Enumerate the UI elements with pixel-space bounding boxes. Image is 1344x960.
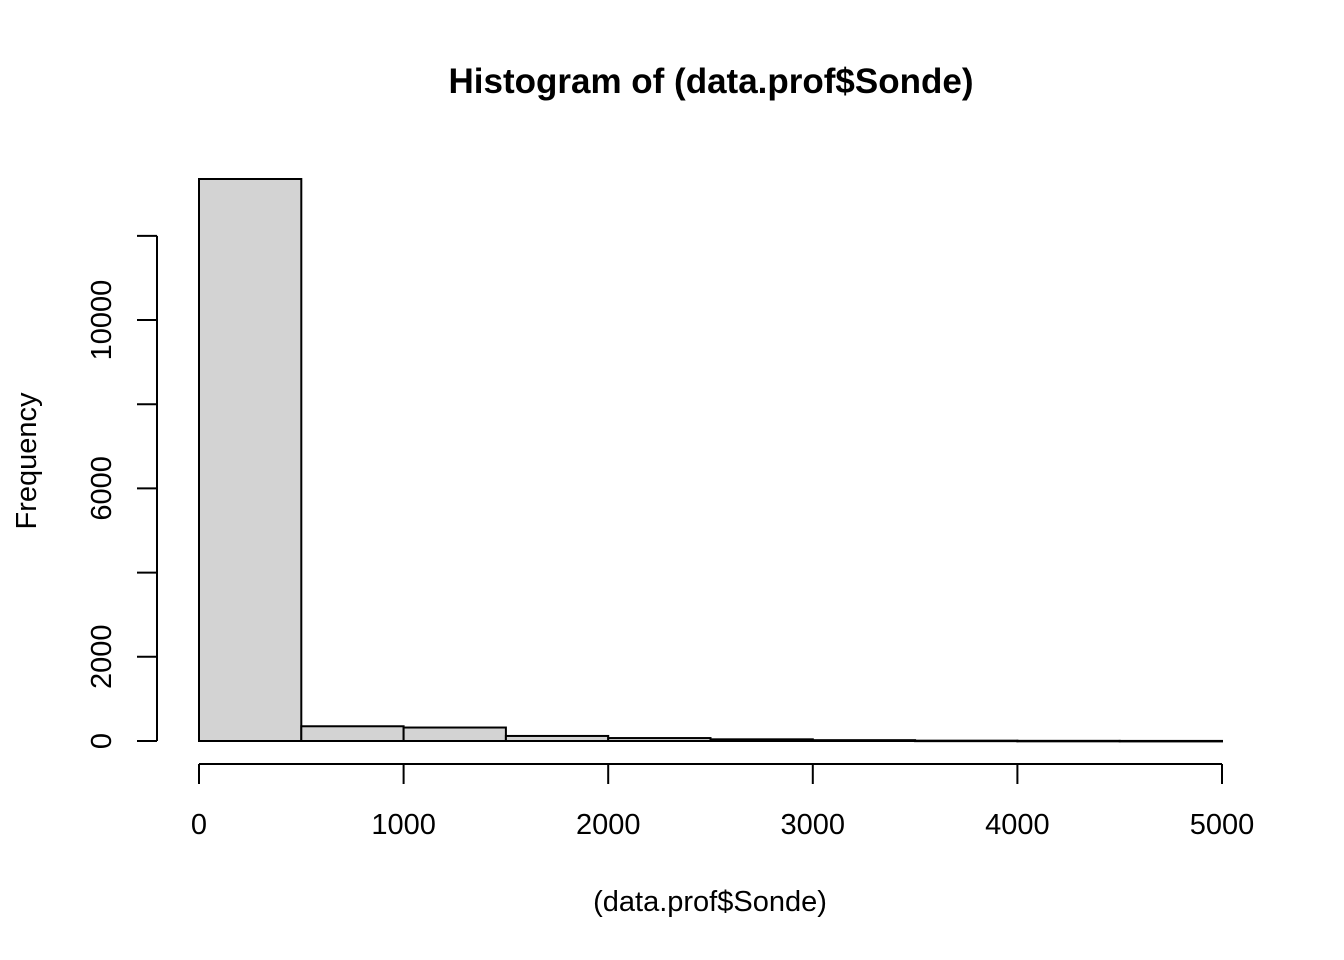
histogram-bar (811, 739, 917, 743)
y-tick-label: 10000 (86, 280, 118, 361)
y-axis: 0 2000 6000 10000 (86, 234, 158, 749)
x-axis: 0 1000 2000 3000 4000 5000 (191, 763, 1255, 841)
chart-title: Histogram of (data.prof$Sonde) (448, 62, 973, 101)
x-tick-label: 0 (191, 809, 207, 841)
histogram-bar (300, 725, 405, 743)
histogram-bar (709, 738, 814, 742)
histogram-bar (198, 178, 303, 742)
histogram-bar (607, 737, 712, 742)
histogram-bar (1118, 739, 1223, 743)
histogram-bar (504, 734, 610, 742)
x-tick-label: 2000 (576, 809, 641, 841)
histogram-bar (1016, 739, 1121, 743)
histogram-bars (198, 178, 1223, 743)
x-tick-label: 1000 (371, 809, 436, 841)
x-tick-label: 3000 (781, 809, 846, 841)
x-tick-label: 4000 (985, 809, 1050, 841)
y-tick-label: 2000 (86, 625, 118, 690)
x-axis-label: (data.prof$Sonde) (593, 886, 827, 918)
x-tick-label: 5000 (1190, 809, 1255, 841)
y-axis-label: Frequency (11, 392, 43, 530)
histogram-bar (402, 726, 507, 742)
y-tick-label: 6000 (86, 456, 118, 521)
histogram-bar (914, 739, 1019, 743)
y-tick-label: 0 (86, 733, 118, 749)
